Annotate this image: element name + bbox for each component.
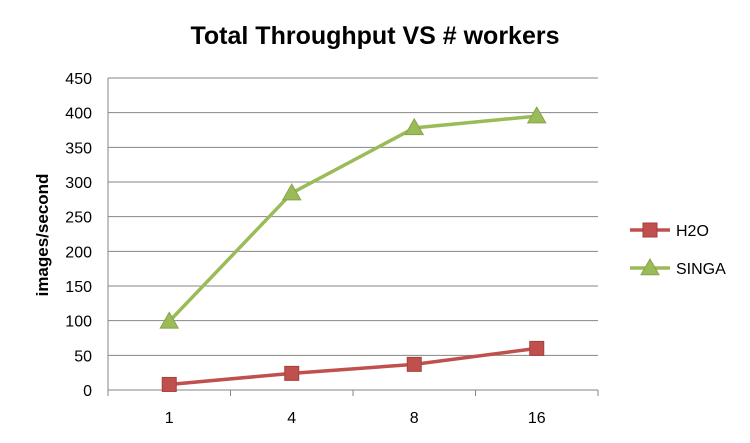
y-tick-label: 0 bbox=[83, 383, 92, 400]
y-tick-label: 50 bbox=[74, 348, 92, 365]
legend-marker-singa bbox=[640, 257, 660, 276]
y-tick-label: 350 bbox=[65, 140, 92, 157]
x-tick-label: 1 bbox=[165, 410, 174, 427]
series-singa bbox=[159, 106, 547, 329]
data-point-h2o bbox=[161, 376, 177, 392]
legend: H2O SINGA bbox=[630, 222, 726, 278]
y-tick-label: 400 bbox=[65, 106, 92, 123]
legend-item-h2o: H2O bbox=[630, 222, 709, 240]
legend-marker-h2o bbox=[642, 222, 658, 238]
y-tick-label: 150 bbox=[65, 279, 92, 296]
y-tick-label: 200 bbox=[65, 244, 92, 261]
x-tick-label: 4 bbox=[287, 410, 296, 427]
y-axis-title: images/second bbox=[33, 174, 52, 297]
legend-item-singa: SINGA bbox=[630, 257, 726, 278]
data-point-singa bbox=[526, 106, 547, 124]
legend-label-singa: SINGA bbox=[676, 261, 726, 278]
y-tick-label: 250 bbox=[65, 210, 92, 227]
series-line-singa bbox=[167, 114, 537, 323]
series-line-h2o bbox=[169, 346, 537, 387]
y-tick-label: 300 bbox=[65, 175, 92, 192]
chart-title: Total Throughput VS # workers bbox=[190, 22, 559, 50]
y-tick-label: 450 bbox=[65, 71, 92, 88]
x-axis-ticks: 1 4 8 16 bbox=[107, 390, 599, 427]
x-tick-label: 16 bbox=[528, 410, 546, 427]
y-tick-label: 100 bbox=[65, 314, 92, 331]
data-point-h2o bbox=[284, 365, 300, 381]
series-h2o bbox=[161, 340, 545, 392]
data-point-h2o bbox=[529, 340, 545, 356]
legend-label-h2o: H2O bbox=[676, 223, 709, 240]
gridlines bbox=[107, 77, 598, 391]
x-tick-label: 8 bbox=[410, 410, 419, 427]
series-layer bbox=[159, 106, 547, 392]
data-point-h2o bbox=[406, 356, 422, 372]
data-point-singa bbox=[404, 117, 425, 136]
data-point-singa bbox=[281, 183, 302, 201]
data-point-singa bbox=[159, 311, 180, 329]
y-axis-ticks: 0 50 100 150 200 250 300 350 400 450 bbox=[65, 71, 92, 400]
